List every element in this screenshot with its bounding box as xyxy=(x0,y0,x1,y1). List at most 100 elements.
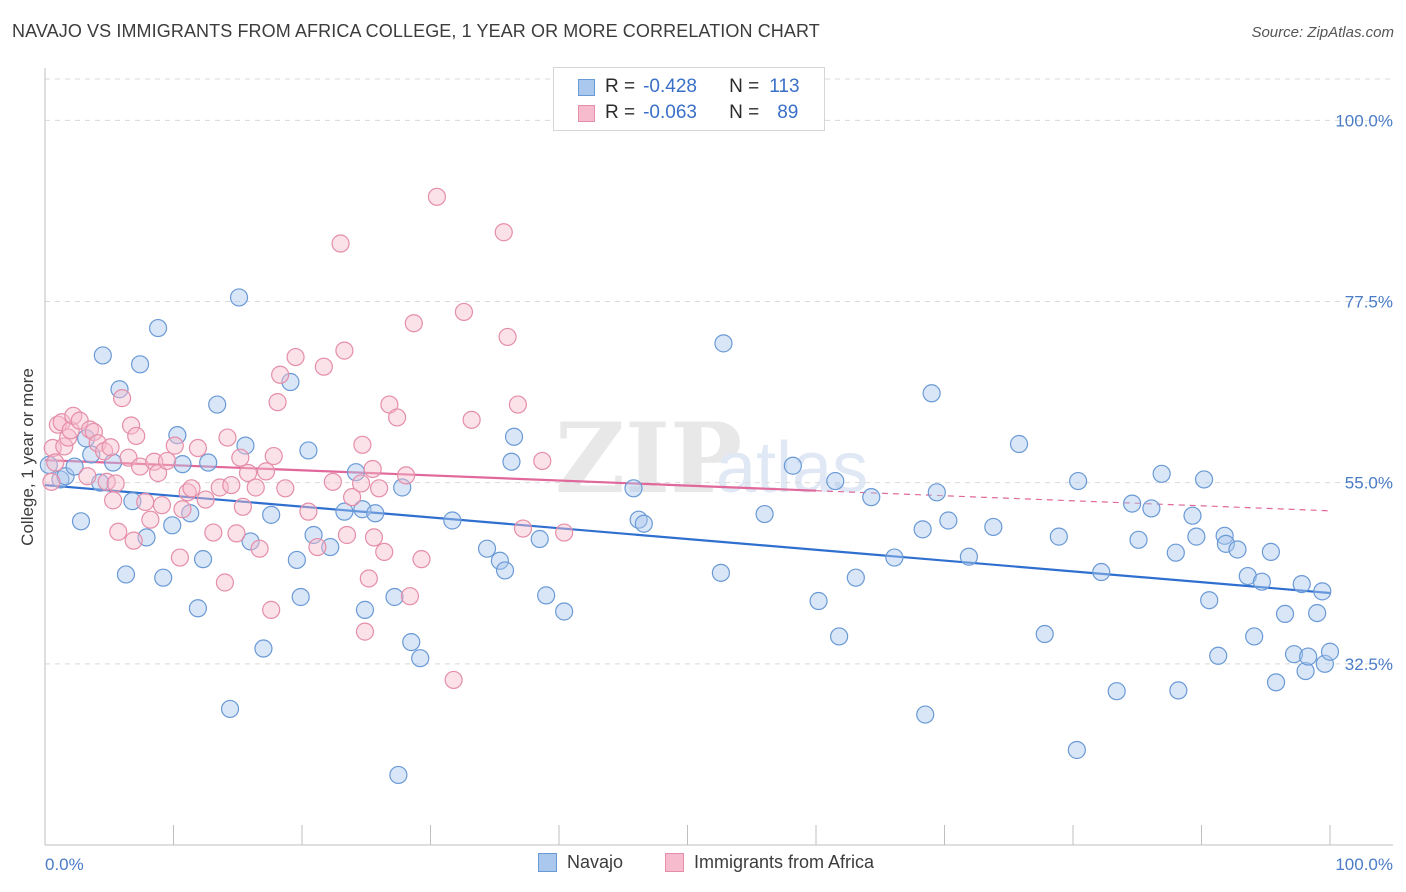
africa-n-value: 89 xyxy=(777,102,799,123)
navajo-point xyxy=(65,457,84,476)
africa-point xyxy=(363,459,382,479)
watermark-zip: ZIP xyxy=(555,402,742,515)
axes: 0.0% 100.0% xyxy=(44,68,1393,874)
navajo-point xyxy=(1228,540,1247,559)
grid-lines: 32.5% 55.0% 77.5% 100.0% xyxy=(45,78,1393,674)
africa-r-label: R = xyxy=(605,102,636,123)
navajo-point xyxy=(254,639,273,658)
africa-point xyxy=(331,234,350,253)
africa-point xyxy=(165,436,184,455)
africa-point xyxy=(204,523,223,542)
navajo-point xyxy=(862,488,881,507)
correlation-legend: R = -0.428 N = 113 R = -0.063 N = 89 xyxy=(553,67,825,131)
africa-point xyxy=(276,479,295,498)
africa-point xyxy=(286,347,305,367)
africa-point xyxy=(396,466,416,485)
navajo-point xyxy=(229,288,249,307)
navajo-point xyxy=(262,505,281,524)
africa-point xyxy=(59,428,78,447)
navajo-point xyxy=(443,511,462,530)
africa-point xyxy=(46,453,65,472)
navajo-point xyxy=(1067,740,1086,760)
navajo-point xyxy=(208,395,227,414)
navajo-point xyxy=(916,705,935,724)
africa-point xyxy=(152,496,172,515)
navajo-r-label: R = xyxy=(605,76,636,97)
watermark-atlas: atlas xyxy=(716,428,868,508)
navajo-point xyxy=(809,591,828,611)
africa-point xyxy=(145,452,164,471)
navajo-point xyxy=(1194,470,1214,489)
africa-point xyxy=(173,500,192,519)
legend-row-africa: R = -0.063 N = 89 xyxy=(578,100,798,126)
africa-point xyxy=(106,474,125,493)
x-tick-label: 0.0% xyxy=(45,855,84,874)
navajo-point xyxy=(389,765,408,785)
navajo-point xyxy=(1299,647,1318,666)
source-label: Source: ZipAtlas.com xyxy=(1251,24,1394,41)
navajo-point xyxy=(1142,499,1161,518)
africa-point xyxy=(188,438,208,458)
africa-point xyxy=(238,463,258,483)
navajo-point xyxy=(287,550,306,570)
navajo-point xyxy=(711,563,731,582)
navajo-point xyxy=(385,587,404,607)
africa-point xyxy=(454,302,474,322)
navajo-point xyxy=(355,600,375,619)
navajo-point xyxy=(199,453,218,472)
africa-point xyxy=(231,448,250,467)
navajo-point xyxy=(130,355,150,374)
africa-point xyxy=(148,463,168,483)
navajo-point xyxy=(411,649,430,668)
africa-point xyxy=(427,187,447,206)
navajo-point xyxy=(1035,624,1054,644)
navajo-point xyxy=(1292,575,1311,594)
africa-point xyxy=(375,542,394,562)
africa-point xyxy=(218,428,237,447)
navajo-point xyxy=(783,456,802,475)
navajo-point xyxy=(304,525,323,545)
africa-point xyxy=(182,479,201,498)
africa-point xyxy=(404,314,423,333)
navajo-point xyxy=(1308,603,1327,623)
navajo-point xyxy=(826,471,845,491)
legend-row-navajo: R = -0.428 N = 113 xyxy=(578,74,800,100)
africa-point xyxy=(157,451,177,471)
navajo-point xyxy=(93,346,112,365)
navajo-point xyxy=(1187,527,1206,546)
navajo-point xyxy=(755,504,774,524)
africa-point xyxy=(215,573,234,592)
navajo-point xyxy=(1296,661,1315,681)
navajo-point xyxy=(393,478,412,497)
navajo-point xyxy=(530,529,549,549)
navajo-point xyxy=(1049,527,1068,546)
africa-point xyxy=(359,569,378,588)
navajo-point xyxy=(1266,673,1286,692)
navajo-point xyxy=(927,483,946,502)
navajo-point xyxy=(1092,562,1111,582)
africa-point xyxy=(42,472,61,491)
navajo-point xyxy=(1216,534,1236,553)
africa-point xyxy=(196,490,215,509)
navajo-point xyxy=(477,539,497,558)
navajo-point xyxy=(1320,642,1340,661)
africa-legend-label: Immigrants from Africa xyxy=(694,852,875,872)
navajo-point xyxy=(714,334,733,353)
navajo-point xyxy=(885,548,904,567)
navajo-point xyxy=(335,502,354,521)
navajo-point xyxy=(504,427,524,446)
africa-point xyxy=(498,327,517,347)
africa-n-label: N = xyxy=(729,102,760,123)
africa-point xyxy=(364,528,384,547)
navajo-point xyxy=(1183,506,1202,525)
navajo-point xyxy=(1107,682,1126,701)
africa-point xyxy=(227,524,246,543)
africa-point xyxy=(141,510,160,529)
navajo-trend-line xyxy=(44,483,1331,595)
africa-point xyxy=(268,393,287,412)
y-tick-label: 100.0% xyxy=(1335,111,1393,130)
y-tick-label: 32.5% xyxy=(1345,655,1393,674)
navajo-point xyxy=(1009,434,1029,454)
navajo-point xyxy=(922,384,941,403)
